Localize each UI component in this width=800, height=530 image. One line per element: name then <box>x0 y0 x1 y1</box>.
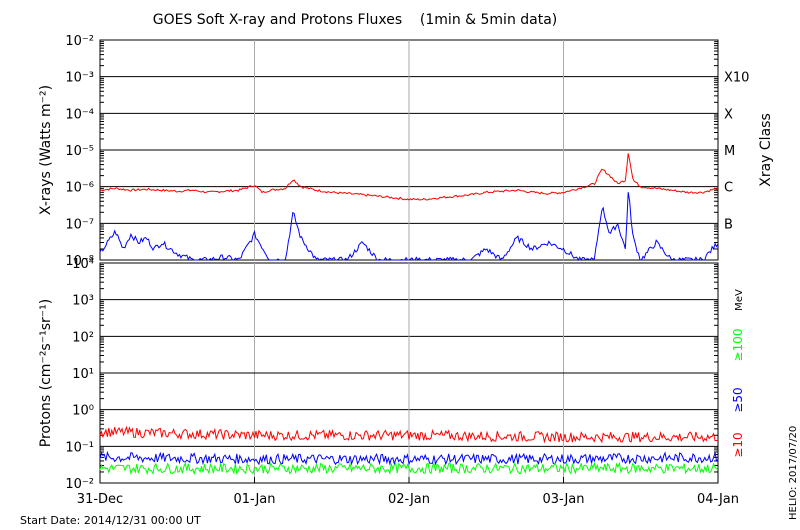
proton-panel: 10⁻² 10⁻¹ 10⁰ 10¹ 10² 10³ 10⁴ MeV ≥100 ≥50 ≥10 Pr… <box>38 257 745 492</box>
proton-grid <box>100 263 718 483</box>
y-tick-label: 10⁻⁸ <box>65 254 94 269</box>
energy-label: ≥50 <box>731 387 745 412</box>
start-date-label: Start Date: 2014/12/31 00:00 UT <box>20 514 201 527</box>
energy-label: ≥100 <box>731 329 745 362</box>
xray-class-label: B <box>724 217 733 232</box>
xray-class-label: M <box>724 144 735 159</box>
xray-class-axis-label: Xray Class <box>758 113 774 187</box>
y-tick-label: 10⁻⁴ <box>65 107 94 122</box>
proton-y-axis-label: Protons (cm⁻²s⁻¹sr⁻¹) <box>38 299 54 448</box>
xray-class-labels: B C M X X10 <box>724 71 749 233</box>
y-tick-label: 10³ <box>72 294 94 309</box>
proton-energy-labels: MeV ≥100 ≥50 ≥10 <box>731 289 745 458</box>
x-axis-ticks: 31-Dec 01-Jan 02-Jan 03-Jan 04-Jan <box>77 477 739 507</box>
xray-class-label: X <box>724 107 733 122</box>
x-tick-label: 04-Jan <box>697 492 739 507</box>
y-tick-label: 10⁻² <box>65 34 94 49</box>
xray-series <box>99 153 719 262</box>
y-tick-label: 10⁻⁶ <box>65 181 94 196</box>
credit-label: HELIO: 2017/07/20 <box>788 426 799 520</box>
x-tick-label: 01-Jan <box>234 492 276 507</box>
y-tick-label: 10⁻¹ <box>65 440 94 455</box>
y-tick-label: 10⁻⁵ <box>65 144 94 159</box>
y-tick-label: 10⁰ <box>72 404 94 419</box>
proton-series <box>99 425 719 476</box>
mev-label: MeV <box>734 289 745 311</box>
proton-series-line <box>99 450 719 466</box>
y-tick-label: 10⁻³ <box>65 71 94 86</box>
xray-y-ticks: 10⁻⁸ 10⁻⁷ 10⁻⁶ 10⁻⁵ 10⁻⁴ 10⁻³ 10⁻² <box>65 34 718 269</box>
proton-y-ticks: 10⁻² 10⁻¹ 10⁰ 10¹ 10² 10³ 10⁴ <box>65 257 718 492</box>
proton-series-line <box>99 425 719 444</box>
xray-series-line <box>99 192 719 262</box>
energy-label: ≥10 <box>731 432 745 457</box>
x-tick-label: 02-Jan <box>388 492 430 507</box>
y-tick-label: 10⁻⁷ <box>65 217 94 232</box>
x-tick-label: 03-Jan <box>543 492 585 507</box>
xray-class-label: C <box>724 181 733 196</box>
xray-class-label: X10 <box>724 71 749 86</box>
y-tick-label: 10¹ <box>72 367 94 382</box>
proton-series-line <box>99 461 719 476</box>
xray-grid <box>100 40 718 260</box>
y-tick-label: 10² <box>72 330 94 345</box>
xray-y-axis-label: X-rays (Watts m⁻²) <box>38 85 54 215</box>
y-tick-label: 10⁻² <box>65 477 94 492</box>
chart-title: GOES Soft X-ray and Protons Fluxes (1min… <box>153 12 558 28</box>
x-tick-label: 31-Dec <box>77 492 123 507</box>
xray-series-line <box>99 153 719 201</box>
y-tick-label: 10⁴ <box>72 257 94 272</box>
xray-panel: 10⁻⁸ 10⁻⁷ 10⁻⁶ 10⁻⁵ 10⁻⁴ 10⁻³ 10⁻² B C M X X10 X-r… <box>38 34 774 269</box>
